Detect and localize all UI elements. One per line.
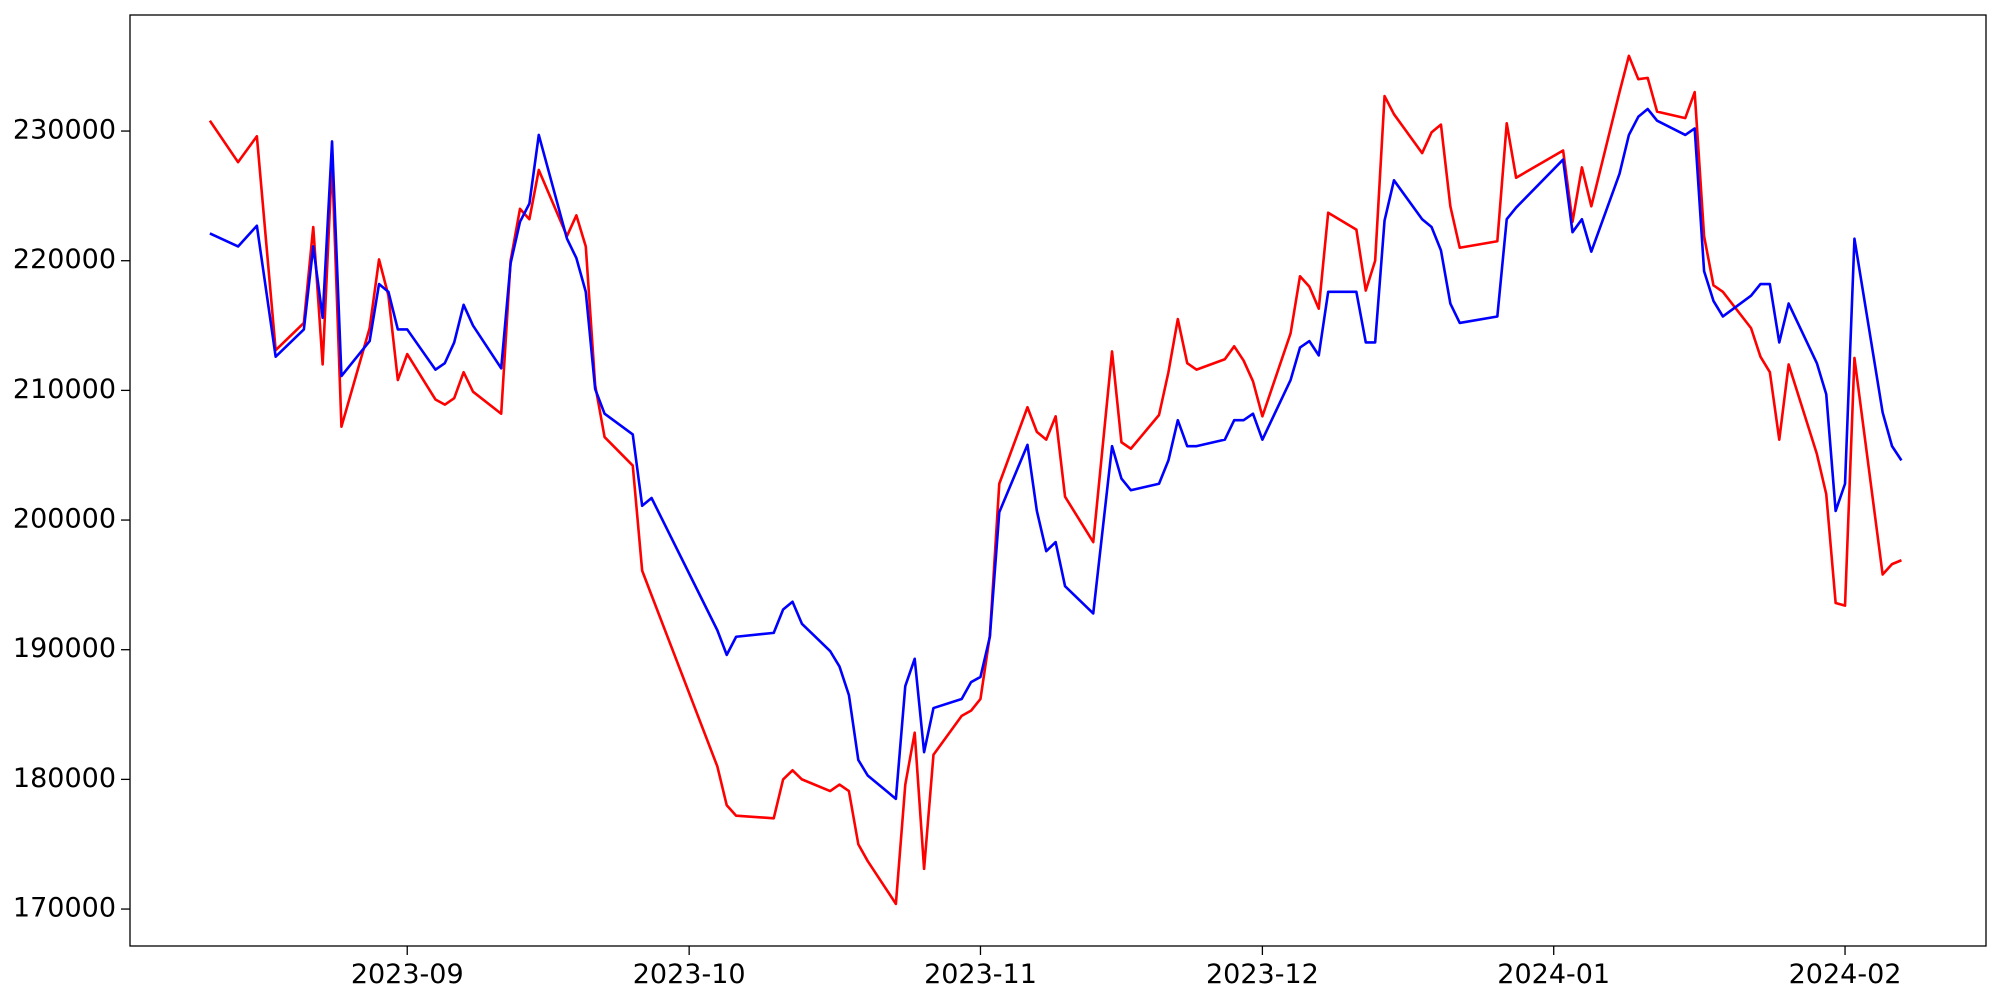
x-tick-label: 2023-11 — [924, 959, 1037, 990]
plot-frame — [129, 14, 1987, 947]
y-tick-label: 170000 — [13, 893, 116, 924]
x-tick-label: 2023-09 — [351, 959, 464, 990]
x-tick-label: 2023-12 — [1206, 959, 1319, 990]
x-tick-label: 2023-10 — [633, 959, 746, 990]
y-tick-label: 230000 — [13, 115, 116, 146]
x-tick-label: 2024-01 — [1497, 959, 1610, 990]
series-line — [209, 107, 1903, 801]
x-tick-label: 2024-02 — [1789, 959, 1902, 990]
y-tick-label: 220000 — [13, 244, 116, 275]
y-tick-label: 200000 — [13, 504, 116, 535]
y-tick-label: 210000 — [13, 374, 116, 405]
y-tick-label: 180000 — [13, 763, 116, 794]
y-tick-label: 190000 — [13, 633, 116, 664]
series-line — [208, 54, 1902, 906]
